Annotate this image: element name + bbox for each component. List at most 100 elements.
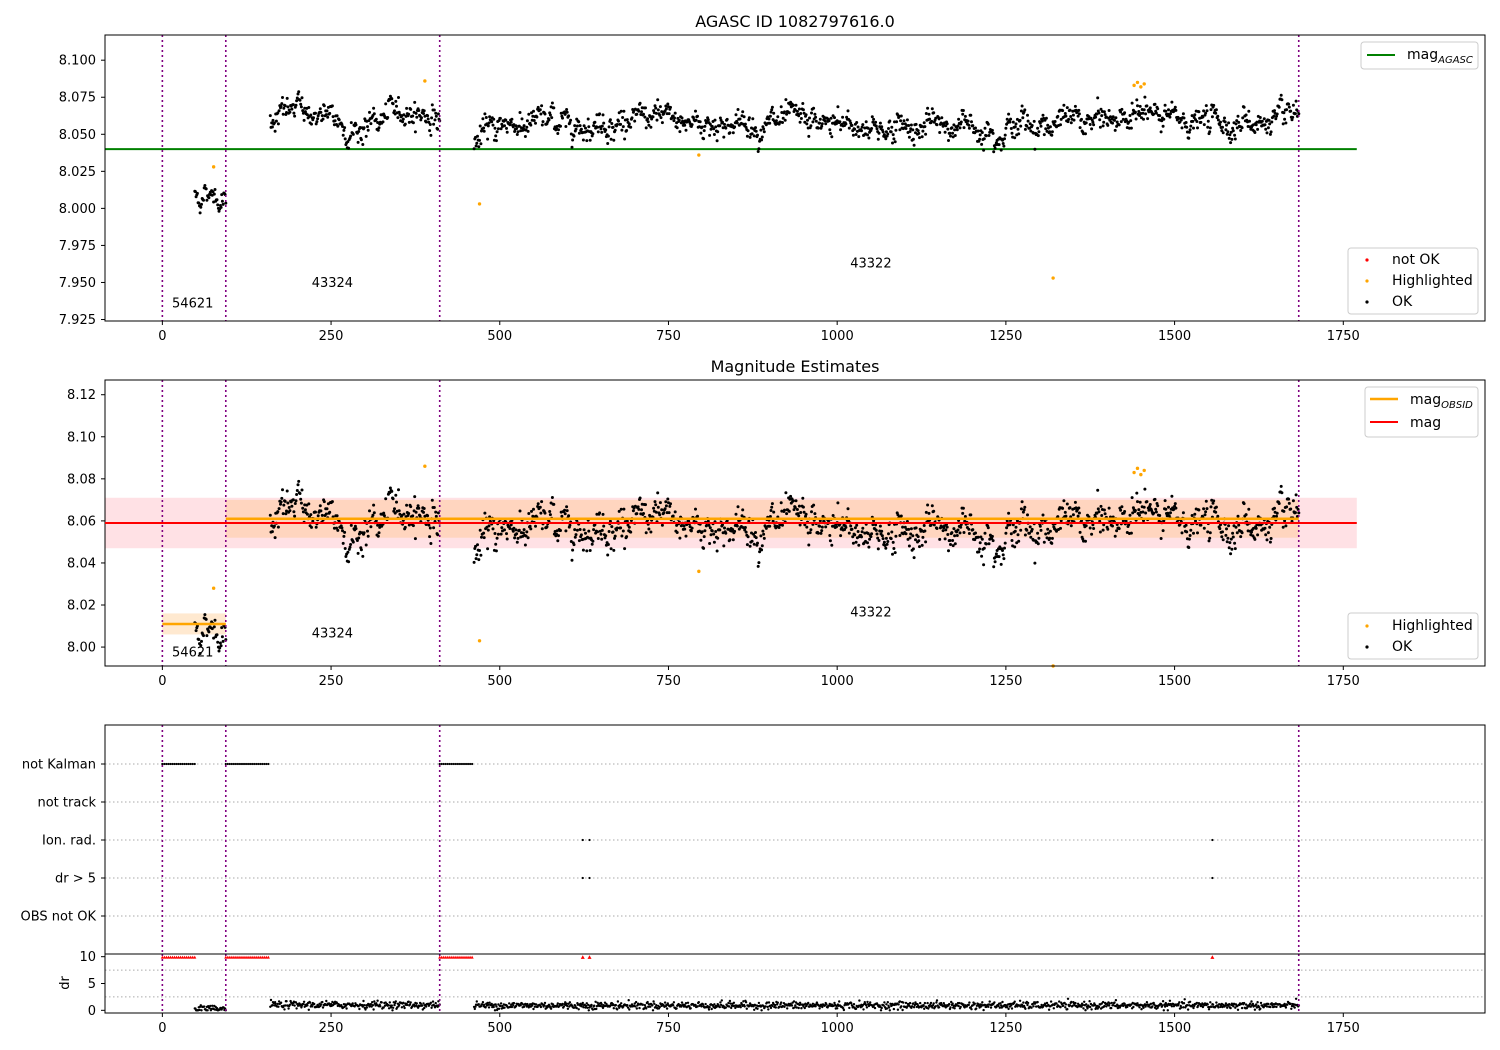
dr-point bbox=[979, 1005, 983, 1008]
ok-point bbox=[914, 122, 918, 126]
dr-point bbox=[696, 1005, 699, 1008]
ok-point bbox=[787, 111, 791, 115]
ok-point bbox=[658, 105, 662, 109]
ok-point bbox=[523, 543, 527, 547]
ok-point bbox=[666, 102, 670, 106]
ok-point bbox=[820, 124, 824, 128]
ok-point bbox=[851, 535, 855, 539]
ok-point bbox=[1228, 133, 1232, 137]
dr-point bbox=[973, 1002, 976, 1005]
highlighted-point bbox=[1135, 466, 1140, 471]
ok-point bbox=[1248, 119, 1251, 123]
ok-point bbox=[983, 531, 987, 535]
ok-point bbox=[479, 142, 483, 146]
dr-point bbox=[729, 1002, 732, 1005]
ok-point bbox=[889, 537, 893, 541]
ok-point bbox=[945, 525, 949, 529]
ok-point bbox=[362, 126, 366, 130]
ok-point bbox=[928, 117, 932, 121]
ok-point bbox=[709, 127, 713, 131]
dr-point bbox=[744, 1001, 748, 1004]
y-tick-label: 8.025 bbox=[59, 165, 96, 180]
ok-point bbox=[1009, 127, 1013, 130]
dr-point bbox=[883, 1001, 886, 1004]
ok-point bbox=[874, 528, 878, 532]
flag-point bbox=[468, 762, 472, 766]
dr-point bbox=[1049, 1000, 1053, 1003]
ok-point bbox=[1226, 536, 1230, 540]
ok-point bbox=[199, 644, 203, 647]
dr-point bbox=[421, 1004, 424, 1007]
ok-point bbox=[647, 527, 651, 531]
ok-point bbox=[982, 546, 986, 550]
dr-point bbox=[431, 1000, 435, 1003]
ok-point bbox=[1210, 115, 1214, 119]
dr-point bbox=[1136, 1002, 1139, 1005]
ok-point bbox=[587, 125, 591, 129]
dr-point bbox=[935, 999, 939, 1002]
ok-point bbox=[1059, 117, 1063, 121]
ok-point bbox=[1113, 534, 1117, 538]
ok-point bbox=[712, 127, 716, 131]
dr-point bbox=[1257, 1005, 1261, 1009]
dr-point bbox=[1232, 1005, 1235, 1008]
dr-point bbox=[1290, 1007, 1293, 1010]
dr-point bbox=[1166, 1004, 1169, 1008]
ok-point bbox=[478, 549, 481, 552]
ok-point bbox=[617, 119, 620, 123]
ok-point bbox=[314, 525, 318, 529]
ok-point bbox=[886, 132, 890, 136]
ok-point bbox=[500, 526, 504, 530]
ok-point bbox=[282, 503, 286, 507]
ok-point bbox=[570, 558, 574, 562]
ok-point bbox=[1268, 525, 1272, 529]
ok-point bbox=[707, 523, 711, 527]
dr-point bbox=[688, 1005, 691, 1008]
dr-clip-point bbox=[166, 955, 171, 959]
ok-point bbox=[950, 531, 954, 535]
ok-point bbox=[740, 514, 744, 518]
ok-point bbox=[434, 111, 438, 115]
ok-point bbox=[759, 128, 763, 132]
ok-point bbox=[738, 117, 742, 121]
dr-point bbox=[572, 1006, 576, 1009]
dr-point bbox=[200, 1009, 203, 1012]
ok-point bbox=[1109, 115, 1112, 119]
ok-point bbox=[783, 110, 786, 114]
ok-point bbox=[644, 126, 648, 130]
ok-point bbox=[1102, 110, 1106, 114]
dr-point bbox=[371, 1004, 375, 1007]
ok-point bbox=[1273, 506, 1276, 510]
dr-point bbox=[1163, 1003, 1166, 1006]
ok-point bbox=[536, 502, 540, 506]
ok-point bbox=[1033, 147, 1037, 151]
ok-point bbox=[1272, 114, 1276, 118]
dr-point bbox=[407, 1000, 410, 1003]
ok-point bbox=[828, 128, 832, 132]
ok-point bbox=[768, 114, 772, 118]
ok-point bbox=[938, 537, 942, 541]
ok-point bbox=[1235, 126, 1239, 130]
ok-point bbox=[1090, 532, 1094, 536]
ok-point bbox=[325, 109, 329, 113]
dr-point bbox=[934, 1005, 937, 1008]
dr-point bbox=[514, 1004, 518, 1008]
dr-point bbox=[279, 1001, 283, 1004]
ok-point bbox=[828, 534, 832, 537]
ok-point bbox=[662, 511, 666, 515]
dr-point bbox=[767, 1008, 770, 1011]
dr-point bbox=[766, 1005, 769, 1009]
x-tick-label: 750 bbox=[656, 329, 681, 344]
ok-point bbox=[516, 130, 520, 134]
ok-point bbox=[552, 106, 556, 110]
ok-point bbox=[689, 529, 693, 533]
dr-point bbox=[1210, 1005, 1213, 1008]
dr-point bbox=[362, 999, 365, 1003]
ok-point bbox=[1275, 511, 1279, 515]
ok-point bbox=[606, 142, 610, 145]
ok-point bbox=[560, 514, 564, 518]
ok-point bbox=[351, 132, 355, 136]
ok-point bbox=[646, 120, 650, 124]
ok-point bbox=[606, 543, 610, 546]
ok-point bbox=[1231, 126, 1235, 130]
